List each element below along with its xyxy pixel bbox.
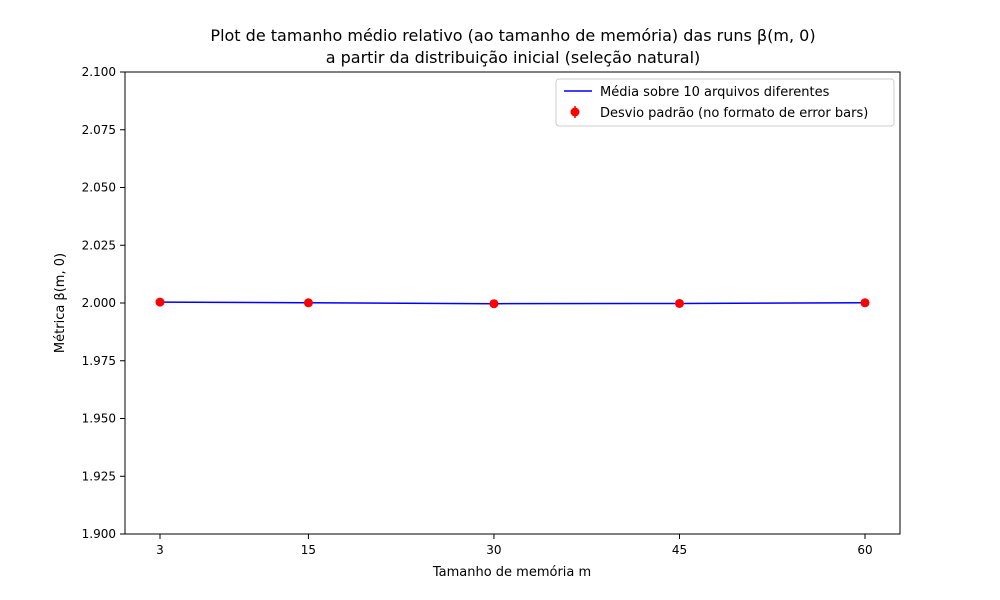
y-tick-label: 2.075 [82,123,116,137]
y-tick-label: 2.000 [82,296,116,310]
y-tick-label: 1.975 [82,354,116,368]
legend: Média sobre 10 arquivos diferentes Desvi… [555,78,895,127]
y-axis: 1.900 1.925 1.950 1.975 2.000 2.025 2.050 2.075… [82,65,125,541]
legend-label-std: Desvio padrão (no formato de error bars) [600,106,868,121]
y-axis-label: Métrica β(m, 0) [53,253,68,353]
y-tick-label: 2.100 [82,65,116,79]
legend-box [555,78,895,127]
y-tick-label: 2.025 [82,238,116,252]
y-tick-label: 2.050 [82,181,116,195]
chart-title-line-1: Plot de tamanho médio relativo (ao taman… [210,26,815,45]
x-tick-label: 15 [301,543,316,557]
series-layer [155,297,870,309]
x-tick-label: 30 [486,543,501,557]
data-point [155,297,165,307]
y-tick-label: 1.950 [82,412,116,426]
chart-title-line-2: a partir da distribuição inicial (seleçã… [326,48,701,67]
x-tick-label: 3 [156,543,164,557]
x-tick-label: 60 [857,543,872,557]
data-point [674,298,684,308]
data-point [860,298,870,308]
data-point [489,299,499,309]
x-axis-label: Tamanho de memória m [432,565,591,580]
x-axis: 3 15 30 45 60 [156,534,873,557]
y-tick-label: 1.900 [82,527,116,541]
x-tick-label: 45 [672,543,687,557]
legend-marker-swatch [570,107,580,117]
plot-frame [124,71,901,535]
data-point [303,298,313,308]
y-tick-label: 1.925 [82,469,116,483]
legend-label-mean: Média sobre 10 arquivos diferentes [600,85,830,100]
